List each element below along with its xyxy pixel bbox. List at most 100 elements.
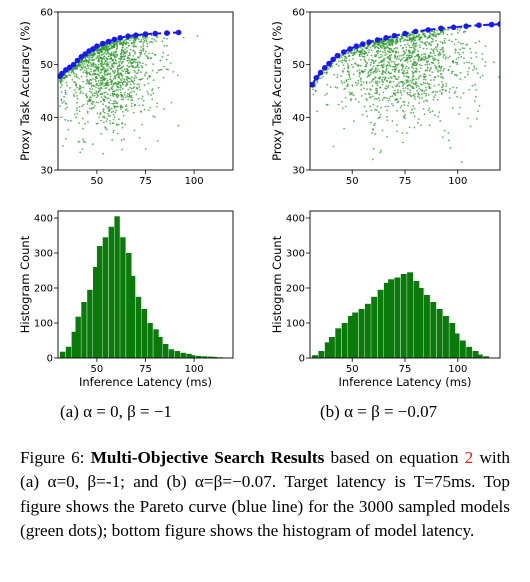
sample-point bbox=[428, 107, 431, 110]
sample-point bbox=[152, 79, 155, 81]
sample-point bbox=[349, 93, 351, 96]
sample-point bbox=[130, 105, 133, 107]
sample-point bbox=[387, 57, 390, 60]
sample-point bbox=[441, 41, 444, 44]
sample-point bbox=[415, 86, 418, 89]
sample-point bbox=[402, 116, 405, 119]
sample-point bbox=[124, 72, 127, 75]
sample-point bbox=[386, 109, 389, 112]
sample-point bbox=[388, 71, 390, 74]
sample-point bbox=[431, 40, 434, 43]
sample-point bbox=[442, 69, 445, 72]
sample-point bbox=[394, 89, 396, 92]
sample-point bbox=[406, 56, 409, 59]
sample-point bbox=[358, 101, 360, 103]
sample-point bbox=[353, 48, 356, 51]
sample-point bbox=[356, 70, 359, 72]
sample-point bbox=[100, 76, 103, 79]
sample-point bbox=[456, 28, 459, 31]
sample-point bbox=[423, 53, 425, 56]
sample-point bbox=[133, 69, 136, 72]
sample-point bbox=[422, 78, 425, 81]
sample-point bbox=[105, 83, 108, 85]
sample-point bbox=[378, 70, 381, 73]
sample-point bbox=[140, 39, 143, 41]
sample-point bbox=[81, 117, 84, 120]
x-tick-label: 75 bbox=[399, 364, 412, 375]
sample-point bbox=[101, 51, 103, 54]
sample-point bbox=[365, 81, 368, 83]
sample-point bbox=[423, 100, 425, 103]
sample-point bbox=[386, 135, 389, 138]
sample-point bbox=[96, 77, 98, 80]
sample-point bbox=[107, 52, 110, 55]
sample-point bbox=[93, 63, 96, 66]
sample-point bbox=[382, 43, 385, 46]
sample-point bbox=[108, 101, 110, 104]
sample-point bbox=[90, 68, 92, 71]
sample-point bbox=[387, 84, 390, 87]
sample-point bbox=[440, 76, 442, 78]
sample-point bbox=[60, 82, 62, 85]
sample-point bbox=[420, 93, 423, 96]
histogram-bar bbox=[186, 353, 192, 358]
sample-point bbox=[434, 94, 437, 96]
sample-point bbox=[443, 40, 446, 42]
sample-point bbox=[413, 58, 415, 61]
sample-point bbox=[139, 78, 142, 81]
sample-point bbox=[455, 58, 458, 61]
sample-point bbox=[340, 56, 343, 59]
sample-point bbox=[370, 61, 372, 64]
sample-point bbox=[430, 37, 433, 40]
histogram-bar bbox=[383, 282, 390, 358]
sample-point bbox=[374, 76, 377, 79]
sample-point bbox=[103, 55, 106, 58]
sample-point bbox=[97, 80, 100, 82]
sample-point bbox=[107, 55, 110, 58]
sample-point bbox=[360, 95, 363, 97]
sample-point bbox=[377, 47, 380, 50]
sample-point bbox=[423, 34, 426, 37]
sample-point bbox=[413, 126, 416, 129]
sample-point bbox=[99, 79, 102, 82]
sample-point bbox=[71, 67, 74, 70]
sample-point bbox=[134, 52, 137, 55]
sample-point bbox=[141, 66, 144, 69]
sample-point bbox=[120, 52, 123, 54]
pareto-point bbox=[326, 60, 332, 67]
sample-point bbox=[111, 88, 114, 91]
equation-reference-link[interactable]: 2 bbox=[464, 448, 474, 467]
sample-point bbox=[125, 43, 128, 46]
sample-point bbox=[98, 82, 101, 85]
sample-point bbox=[131, 90, 133, 93]
pareto-point bbox=[175, 29, 182, 36]
sample-point bbox=[457, 41, 460, 44]
sample-point bbox=[114, 69, 117, 72]
sample-point bbox=[126, 95, 128, 97]
sample-point bbox=[78, 122, 80, 124]
sample-point bbox=[404, 117, 406, 120]
sample-point bbox=[440, 67, 442, 70]
sample-point bbox=[103, 91, 106, 94]
sample-point bbox=[147, 93, 150, 95]
sample-point bbox=[406, 39, 409, 41]
sample-point bbox=[97, 59, 100, 62]
sample-point bbox=[124, 91, 126, 94]
sample-point bbox=[111, 85, 114, 88]
sample-point bbox=[404, 43, 406, 46]
sample-point bbox=[86, 112, 89, 114]
sample-point bbox=[118, 118, 120, 121]
sample-point bbox=[139, 89, 141, 91]
sample-point bbox=[107, 97, 110, 99]
sample-point bbox=[404, 67, 407, 70]
sample-point bbox=[121, 126, 124, 129]
sample-point bbox=[126, 56, 129, 59]
pareto-point bbox=[347, 46, 353, 52]
sample-point bbox=[85, 82, 88, 85]
sample-point bbox=[152, 63, 155, 65]
sample-point bbox=[337, 103, 340, 106]
sample-point bbox=[60, 91, 63, 94]
sample-point bbox=[409, 89, 411, 91]
sample-point bbox=[103, 62, 106, 64]
sample-point bbox=[150, 57, 153, 60]
